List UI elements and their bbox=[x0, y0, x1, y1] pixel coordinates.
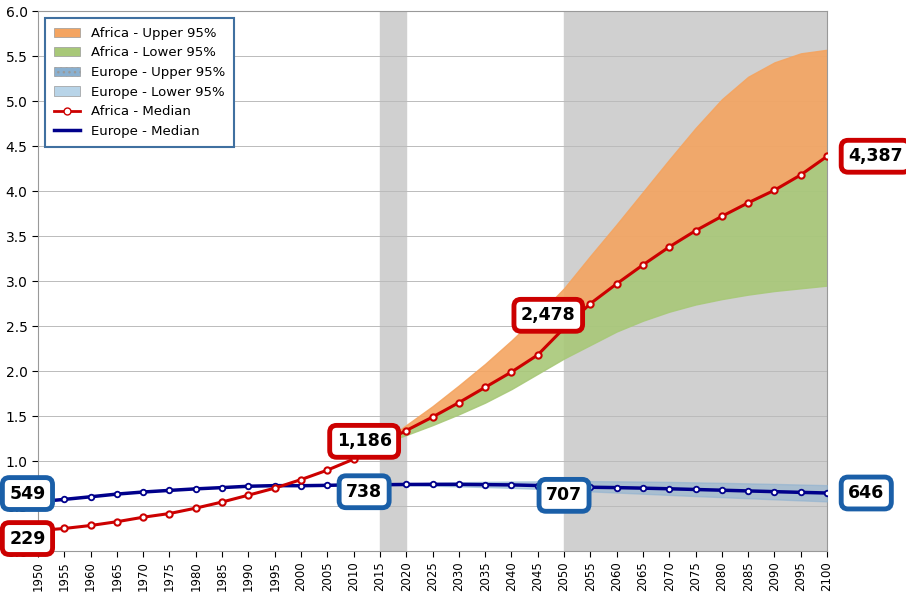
Text: 646: 646 bbox=[848, 484, 884, 502]
Text: 707: 707 bbox=[546, 487, 583, 504]
Bar bbox=[380, 11, 406, 551]
Legend: Africa - Upper 95%, Africa - Lower 95%, Europe - Upper 95%, Europe - Lower 95%, : Africa - Upper 95%, Africa - Lower 95%, … bbox=[44, 18, 235, 147]
Bar bbox=[38, 11, 380, 551]
Bar bbox=[564, 11, 827, 551]
Text: 4,387: 4,387 bbox=[848, 147, 902, 165]
Bar bbox=[406, 11, 564, 551]
Text: 738: 738 bbox=[346, 483, 382, 501]
Text: 549: 549 bbox=[9, 485, 45, 503]
Text: 1,186: 1,186 bbox=[337, 432, 391, 450]
Text: 229: 229 bbox=[9, 530, 45, 547]
Text: 2,478: 2,478 bbox=[521, 306, 575, 324]
